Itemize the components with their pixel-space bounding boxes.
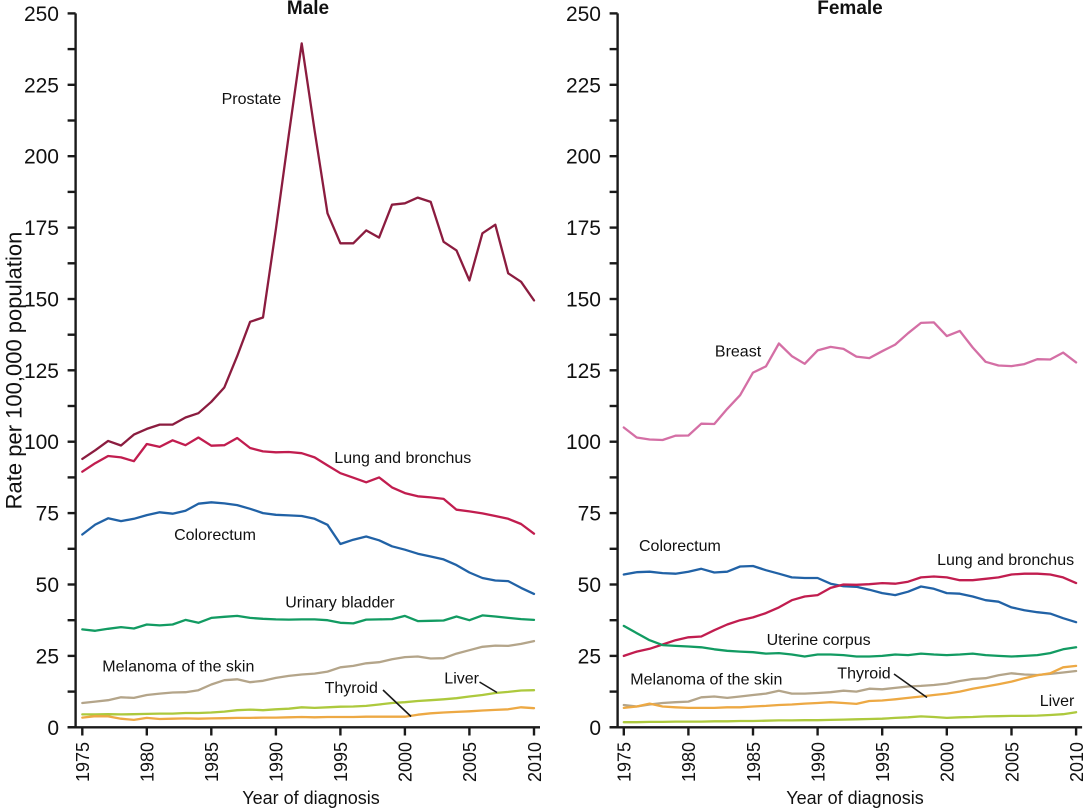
svg-text:1980: 1980 bbox=[679, 742, 699, 782]
svg-text:Lung and bronchus: Lung and bronchus bbox=[334, 450, 471, 467]
svg-text:75: 75 bbox=[36, 503, 59, 526]
svg-text:Liver: Liver bbox=[444, 671, 479, 688]
svg-text:225: 225 bbox=[566, 74, 601, 97]
svg-text:Lung and bronchus: Lung and bronchus bbox=[937, 552, 1074, 569]
svg-text:225: 225 bbox=[24, 74, 59, 97]
svg-text:200: 200 bbox=[24, 146, 59, 169]
svg-text:1985: 1985 bbox=[744, 742, 764, 782]
svg-text:Uterine corpus: Uterine corpus bbox=[767, 632, 871, 649]
svg-text:Prostate: Prostate bbox=[222, 91, 282, 108]
svg-text:Melanoma of the skin: Melanoma of the skin bbox=[102, 658, 254, 675]
svg-text:Male: Male bbox=[287, 0, 329, 19]
svg-text:2010: 2010 bbox=[525, 742, 545, 782]
svg-text:150: 150 bbox=[24, 289, 59, 312]
svg-text:Thyroid: Thyroid bbox=[325, 680, 378, 697]
svg-text:1995: 1995 bbox=[331, 742, 351, 782]
svg-text:0: 0 bbox=[589, 717, 601, 740]
svg-text:25: 25 bbox=[36, 645, 59, 668]
svg-text:Urinary bladder: Urinary bladder bbox=[285, 595, 395, 612]
svg-text:2000: 2000 bbox=[396, 742, 416, 782]
svg-text:1975: 1975 bbox=[615, 742, 635, 782]
svg-text:1985: 1985 bbox=[202, 742, 222, 782]
svg-text:50: 50 bbox=[578, 574, 601, 597]
svg-text:Melanoma of the skin: Melanoma of the skin bbox=[630, 672, 782, 689]
svg-text:2010: 2010 bbox=[1067, 742, 1084, 782]
svg-text:250: 250 bbox=[566, 3, 601, 26]
svg-text:Thyroid: Thyroid bbox=[837, 665, 890, 682]
svg-text:2000: 2000 bbox=[938, 742, 958, 782]
svg-text:Colorectum: Colorectum bbox=[639, 538, 721, 555]
svg-text:250: 250 bbox=[24, 3, 59, 26]
svg-text:2005: 2005 bbox=[1002, 742, 1022, 782]
svg-text:25: 25 bbox=[578, 645, 601, 668]
svg-text:2005: 2005 bbox=[460, 742, 480, 782]
svg-text:100: 100 bbox=[566, 431, 601, 454]
svg-text:150: 150 bbox=[566, 289, 601, 312]
svg-text:125: 125 bbox=[566, 360, 601, 383]
svg-text:75: 75 bbox=[578, 503, 601, 526]
svg-text:1995: 1995 bbox=[873, 742, 893, 782]
svg-text:Year of diagnosis: Year of diagnosis bbox=[242, 788, 379, 808]
svg-text:1990: 1990 bbox=[267, 742, 287, 782]
svg-text:0: 0 bbox=[47, 717, 59, 740]
svg-text:1980: 1980 bbox=[138, 742, 158, 782]
svg-text:1990: 1990 bbox=[808, 742, 828, 782]
svg-text:Liver: Liver bbox=[1040, 693, 1075, 710]
svg-text:175: 175 bbox=[566, 217, 601, 240]
svg-text:Colorectum: Colorectum bbox=[174, 527, 256, 544]
svg-text:50: 50 bbox=[36, 574, 59, 597]
svg-text:200: 200 bbox=[566, 146, 601, 169]
svg-text:Rate per 100,000 population: Rate per 100,000 population bbox=[2, 232, 27, 510]
svg-text:125: 125 bbox=[24, 360, 59, 383]
svg-text:100: 100 bbox=[24, 431, 59, 454]
svg-text:175: 175 bbox=[24, 217, 59, 240]
svg-text:Female: Female bbox=[817, 0, 882, 19]
svg-text:Year of diagnosis: Year of diagnosis bbox=[786, 788, 923, 808]
svg-text:Breast: Breast bbox=[715, 344, 762, 361]
svg-text:1975: 1975 bbox=[73, 742, 93, 782]
